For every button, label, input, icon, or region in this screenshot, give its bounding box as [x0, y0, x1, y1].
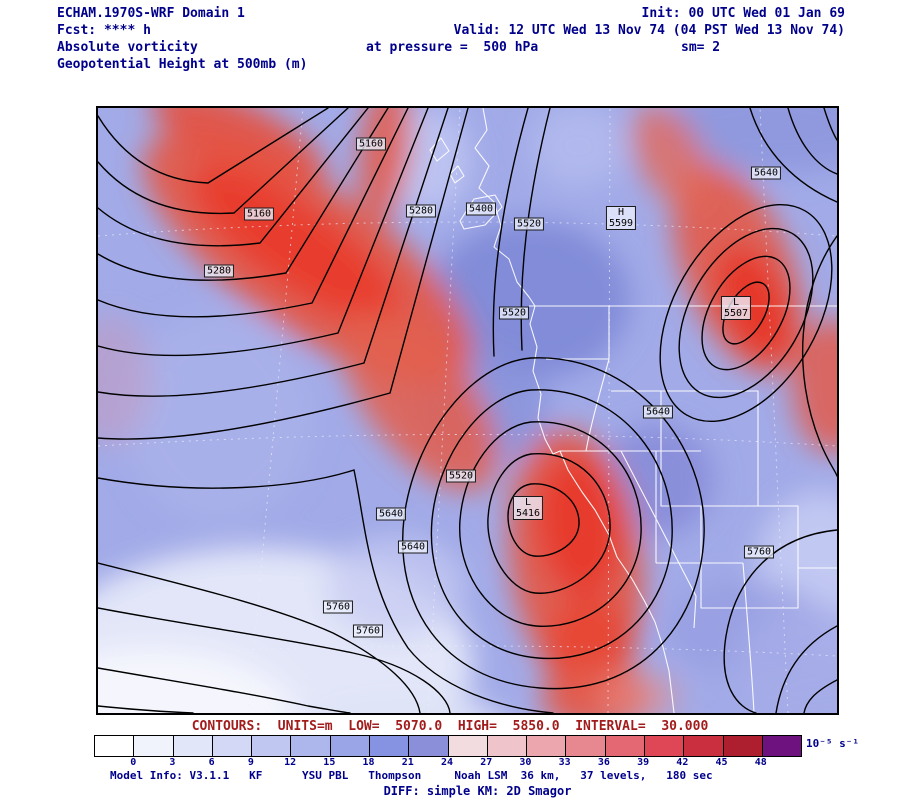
colorbar-cell — [369, 736, 410, 756]
colorbar-tick: 15 — [323, 757, 336, 768]
colorbar-cell — [409, 736, 449, 756]
colorbar-tick: 24 — [440, 757, 454, 768]
colorbar-tick: 9 — [247, 757, 254, 768]
vorticity-shading — [98, 108, 837, 713]
pressure-level-label: at pressure = 500 hPa — [366, 40, 539, 55]
coastal-island — [449, 165, 465, 184]
forecast-hour-label: Fcst: **** h — [57, 23, 151, 38]
colorbar-cell — [684, 736, 724, 756]
colorbar-cell — [252, 736, 292, 756]
colorbar-tick: 36 — [597, 757, 610, 768]
colorbar-cell — [134, 736, 174, 756]
vancouver-island — [459, 194, 503, 230]
height-contours — [98, 108, 837, 713]
model-domain-title: ECHAM.1970S-WRF Domain 1 — [57, 6, 245, 21]
colorbar-tick: 30 — [519, 757, 532, 768]
extremum-label: L 5507 — [720, 296, 752, 320]
init-time-label: Init: 00 UTC Wed 01 Jan 69 — [641, 6, 846, 21]
colorbar-cell — [566, 736, 606, 756]
colorbar-unit-label: 10⁻⁵ s⁻¹ — [806, 737, 859, 750]
colorbar-cell — [330, 736, 370, 756]
diffusion-info-line: DIFF: simple KM: 2D Smagor — [383, 784, 572, 798]
colorbar-cell — [95, 736, 135, 756]
contour-label: 5760 — [743, 545, 775, 559]
colorbar-tick: 3 — [169, 757, 176, 768]
smoothing-label: sm= 2 — [681, 40, 721, 55]
extremum-label: H 5599 — [605, 206, 637, 230]
contour-label: 5400 — [465, 202, 497, 216]
contour-label: 5640 — [397, 540, 429, 554]
colorbar-cell — [173, 736, 213, 756]
contour-label: 5760 — [352, 624, 384, 638]
contour-label: 5640 — [750, 166, 782, 180]
colorbar-cell — [723, 736, 763, 756]
colorbar-cell — [605, 736, 645, 756]
colorbar-tick: 18 — [362, 757, 375, 768]
colorbar-tick: 48 — [754, 757, 767, 768]
colorbar-cell — [448, 736, 488, 756]
colorbar-cell — [527, 736, 567, 756]
colorbar-cell — [291, 736, 331, 756]
colorbar-cell — [762, 736, 802, 756]
colorbar-cell — [644, 736, 685, 756]
colorbar-tick: 45 — [715, 757, 728, 768]
colorbar-cell — [487, 736, 528, 756]
contour-label: 5760 — [322, 600, 354, 614]
vorticity-height-map — [98, 108, 837, 713]
contours-summary-line: CONTOURS: UNITS=m LOW= 5070.0 HIGH= 5850… — [191, 719, 709, 734]
shaded-field-title: Absolute vorticity — [57, 40, 198, 55]
contour-label: 5640 — [642, 405, 674, 419]
contour-label: 5640 — [375, 507, 407, 521]
valid-time-label: Valid: 12 UTC Wed 13 Nov 74 (04 PST Wed … — [453, 23, 845, 38]
contour-label: 5160 — [355, 137, 387, 151]
contour-labels-layer: 5160 5160 5280 5280 5400 5520 5520 5640 5640 5520… — [98, 108, 837, 713]
colorbar-tick-labels: 0 3 6 9 12 15 18 21 24 27 30 33 36 39 42 45 48 — [94, 757, 806, 770]
colorbar-tick: 0 — [130, 757, 137, 768]
contour-label: 5280 — [405, 204, 437, 218]
contour-label: 5520 — [513, 217, 545, 231]
colorbar-tick: 12 — [284, 757, 297, 768]
colorbar-tick: 21 — [401, 757, 414, 768]
contour-label: 5280 — [203, 264, 235, 278]
colorbar-tick: 6 — [208, 757, 215, 768]
extremum-label: L 5416 — [512, 496, 544, 520]
model-info-line: Model Info: V3.1.1 KF YSU PBL Thompson N… — [110, 769, 713, 782]
colorbar — [94, 735, 802, 757]
colorbar-tick: 33 — [558, 757, 571, 768]
map-frame: 5160 5160 5280 5280 5400 5520 5520 5640 5640 5520… — [96, 106, 839, 715]
contour-label: 5160 — [243, 207, 275, 221]
colorbar-tick: 27 — [480, 757, 493, 768]
colorbar-cell — [212, 736, 253, 756]
contour-label: 5520 — [445, 469, 477, 483]
contour-field-title: Geopotential Height at 500mb (m) — [57, 57, 308, 72]
contour-label: 5520 — [498, 306, 530, 320]
colorbar-tick: 39 — [637, 757, 650, 768]
colorbar-tick: 42 — [676, 757, 689, 768]
